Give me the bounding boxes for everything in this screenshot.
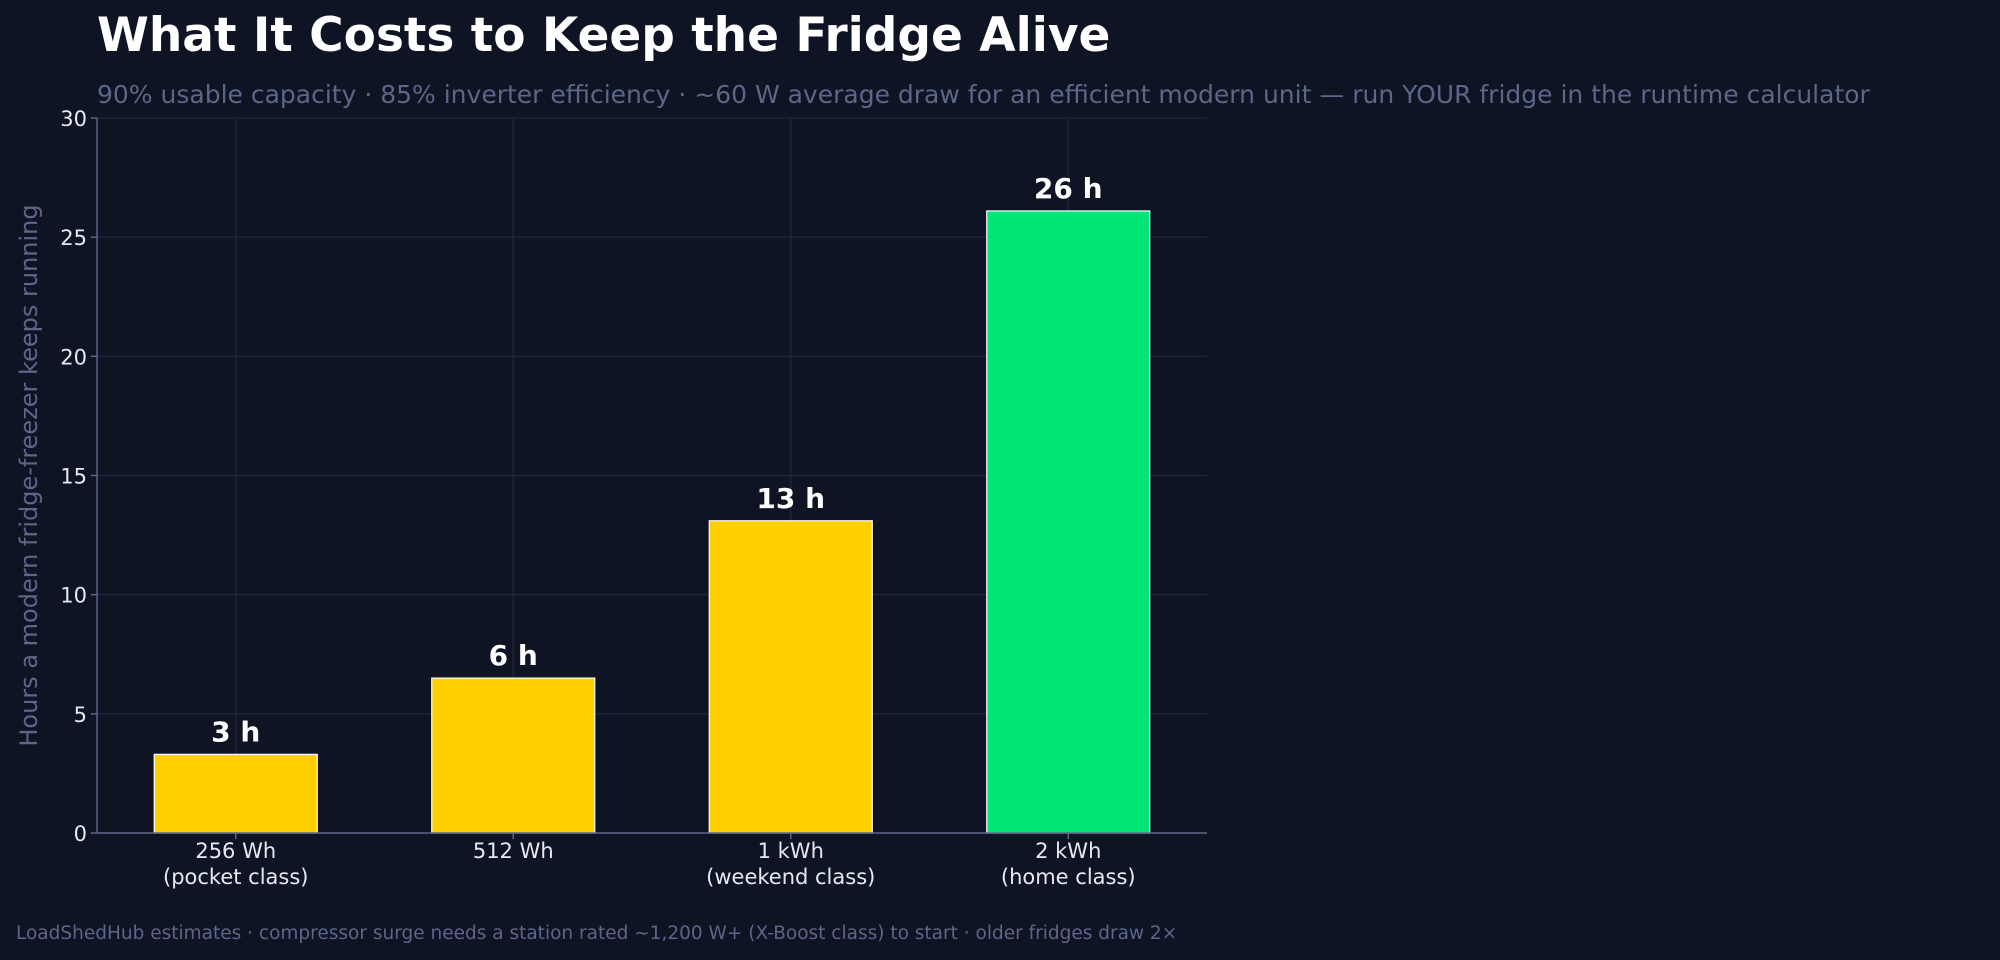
- x-tick-label: 512 Wh: [473, 839, 554, 863]
- y-tick-label: 10: [60, 584, 87, 608]
- bar: [708, 520, 873, 834]
- footer-note: LoadShedHub estimates · compressor surge…: [16, 923, 1178, 944]
- bar: [431, 677, 596, 834]
- chart-title: What It Costs to Keep the Fridge Alive: [97, 8, 1111, 63]
- bars: [153, 210, 1151, 834]
- y-tick-label: 0: [74, 822, 87, 846]
- y-tick-label: 30: [60, 107, 87, 131]
- x-tick-label: 256 Wh: [195, 839, 276, 863]
- y-axis-title: Hours a modern fridge-freezer keeps runn…: [15, 204, 43, 746]
- y-tick-label: 5: [74, 703, 87, 727]
- data-label: 26 h: [1034, 172, 1103, 205]
- y-tick-label: 25: [60, 226, 87, 250]
- labels: 3 h 6 h 13 h 26 h: [211, 172, 1102, 748]
- bar: [153, 753, 318, 834]
- data-label: 3 h: [211, 715, 260, 748]
- data-label: 13 h: [756, 482, 825, 515]
- x-tick-label: 2 kWh: [1035, 839, 1101, 863]
- bar: [986, 210, 1151, 834]
- chart-subtitle: 90% usable capacity · 85% inverter effic…: [97, 80, 1870, 109]
- x-tick-label: 1 kWh: [758, 839, 824, 863]
- y-tick-label: 15: [60, 465, 87, 489]
- x-tick-label: (pocket class): [163, 865, 308, 889]
- axes: 0 5 10 15 20 25 30 256 Wh(pocket class) 512 Wh 1 …: [15, 107, 1207, 889]
- y-tick-label: 20: [60, 345, 87, 369]
- data-label: 6 h: [489, 639, 538, 672]
- x-tick-label: (home class): [1001, 865, 1136, 889]
- x-tick-label: (weekend class): [706, 865, 875, 889]
